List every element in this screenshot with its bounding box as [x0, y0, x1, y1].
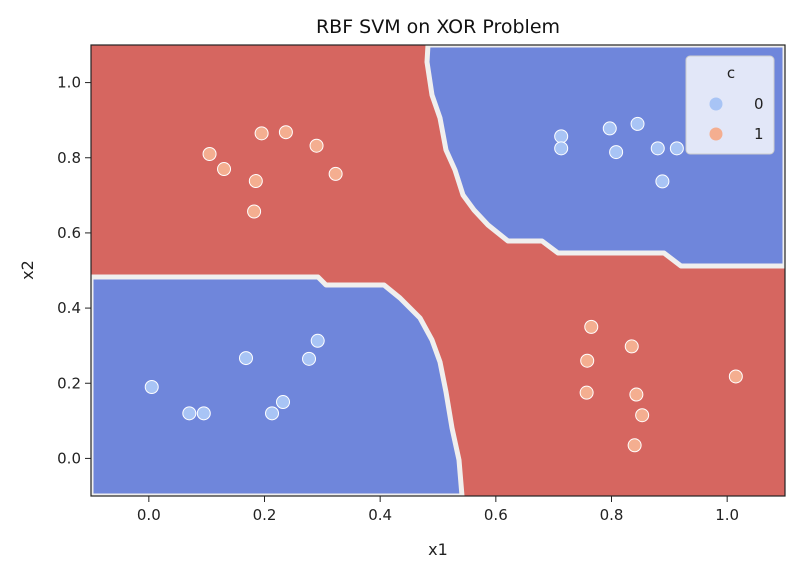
y-tick-label: 0.0	[57, 449, 81, 467]
points-layer	[144, 116, 743, 453]
y-tick-label: 1.0	[57, 74, 81, 92]
data-point-class-0	[238, 351, 253, 366]
data-point-class-1	[635, 408, 650, 423]
data-point-class-0	[554, 129, 569, 144]
x-tick-label: 1.0	[715, 506, 739, 524]
data-point-class-0	[310, 333, 325, 348]
y-axis: 0.0 0.2 0.4 0.6 0.8 1.0	[57, 74, 91, 467]
x-axis-label: x1	[428, 540, 448, 559]
legend-title: c	[727, 64, 735, 82]
data-point-class-0	[655, 174, 670, 189]
data-point-class-0	[196, 406, 211, 421]
legend-label-0: 0	[754, 95, 764, 113]
data-point-class-0	[602, 121, 617, 136]
y-tick-label: 0.6	[57, 224, 81, 242]
x-tick-label: 0.0	[137, 506, 161, 524]
data-point-class-0	[302, 351, 317, 366]
plot-frame	[90, 44, 786, 497]
y-tick-label: 0.2	[57, 374, 81, 392]
class-0-region-bottom-left	[91, 274, 465, 496]
x-tick-label: 0.8	[600, 506, 624, 524]
x-axis: 0.0 0.2 0.4 0.6 0.8 1.0	[137, 496, 739, 524]
data-point-class-0	[669, 141, 684, 156]
data-point-class-1	[278, 125, 293, 140]
data-point-class-1	[728, 369, 743, 384]
x-tick-label: 0.4	[368, 506, 392, 524]
data-point-class-1	[580, 353, 595, 368]
data-point-class-0	[182, 406, 197, 421]
data-point-class-0	[276, 395, 291, 410]
data-point-class-0	[650, 141, 665, 156]
legend: c 0 1	[685, 55, 775, 155]
data-point-class-1	[627, 438, 642, 453]
y-tick-label: 0.8	[57, 149, 81, 167]
data-point-class-1	[584, 319, 599, 334]
data-point-class-1	[248, 174, 263, 189]
chart-title: RBF SVM on XOR Problem	[316, 16, 560, 38]
data-point-class-0	[144, 380, 159, 395]
data-point-class-1	[202, 146, 217, 161]
data-point-class-1	[579, 385, 594, 400]
data-point-class-1	[247, 204, 262, 219]
legend-box	[685, 55, 775, 155]
y-tick-label: 0.4	[57, 299, 81, 317]
data-point-class-0	[630, 116, 645, 131]
data-point-class-1	[309, 138, 324, 153]
plot-area	[91, 45, 785, 496]
data-point-class-1	[629, 387, 644, 402]
data-point-class-1	[624, 339, 639, 354]
legend-label-1: 1	[754, 125, 764, 143]
data-point-class-1	[328, 166, 343, 181]
data-point-class-0	[609, 145, 624, 160]
y-axis-label: x2	[18, 260, 37, 280]
legend-marker-0	[709, 97, 723, 111]
x-tick-label: 0.6	[484, 506, 508, 524]
data-point-class-0	[554, 141, 569, 156]
data-point-class-1	[254, 126, 269, 141]
data-point-class-1	[217, 162, 232, 177]
legend-marker-1	[709, 127, 723, 141]
x-tick-label: 0.2	[253, 506, 277, 524]
data-point-class-0	[265, 406, 280, 421]
